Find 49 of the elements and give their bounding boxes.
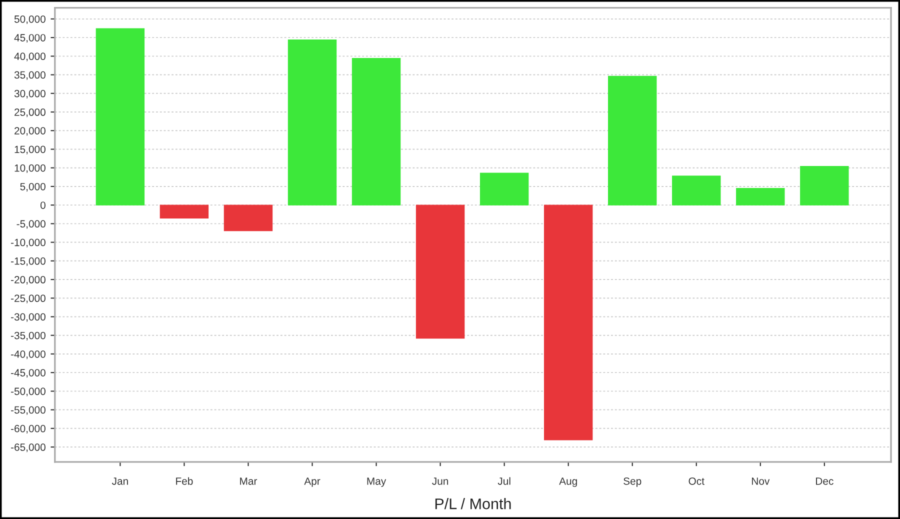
bar	[800, 166, 849, 206]
bar	[160, 204, 209, 218]
x-tick-label: Dec	[816, 478, 834, 485]
x-tick-label: Aug	[559, 478, 577, 487]
y-tick-label: 0	[40, 202, 46, 209]
bar	[288, 39, 337, 206]
y-tick-label: -45,000	[11, 369, 46, 378]
x-tick-label: Mar	[240, 478, 258, 485]
x-tick-label: Feb	[176, 477, 193, 485]
y-tick-label: -35,000	[11, 332, 46, 340]
y-tick-label: -40,000	[11, 350, 46, 360]
y-tick-label: -15,000	[11, 257, 46, 266]
y-tick-label: 5,000	[20, 182, 46, 192]
y-tick-label: 30,000	[14, 90, 46, 99]
x-tick-label: Jun	[432, 478, 448, 485]
y-tick-label: 50,000	[14, 15, 46, 24]
bar	[672, 176, 721, 206]
bar	[480, 172, 529, 206]
y-tick-label: -55,000	[11, 406, 46, 415]
bar	[544, 204, 593, 440]
x-tick-label: Sep	[624, 477, 642, 487]
y-tick-label: 40,000	[14, 52, 46, 62]
y-tick-label: 15,000	[14, 146, 46, 154]
y-tick-label: -60,000	[11, 424, 46, 434]
y-tick-label: -30,000	[11, 313, 46, 322]
y-tick-label: 25,000	[14, 108, 46, 118]
y-tick-label: -25,000	[11, 294, 46, 304]
y-tick-label: 35,000	[14, 71, 46, 80]
x-axis-title: P/L / Month	[435, 498, 511, 510]
y-tick-label: 10,000	[14, 164, 46, 173]
y-tick-label: -10,000	[11, 238, 46, 248]
y-tick-label: -5,000	[16, 220, 46, 229]
bar	[736, 188, 785, 206]
bar	[608, 76, 657, 206]
y-tick-label: 20,000	[14, 127, 46, 136]
bar	[352, 58, 401, 206]
y-tick-label: -50,000	[11, 388, 46, 396]
bar	[224, 204, 273, 232]
x-tick-label: Apr	[304, 478, 320, 487]
x-tick-label: Jul	[498, 477, 510, 485]
x-tick-label: Nov	[752, 478, 770, 485]
x-tick-label: May	[367, 478, 386, 487]
y-tick-label: 45,000	[14, 34, 46, 43]
y-tick-label: -20,000	[11, 276, 46, 285]
bar	[96, 28, 145, 206]
x-tick-label: Jan	[112, 478, 128, 485]
x-tick-label: Oct	[688, 477, 704, 485]
y-tick-label: -65,000	[11, 444, 46, 452]
bar	[416, 204, 465, 339]
